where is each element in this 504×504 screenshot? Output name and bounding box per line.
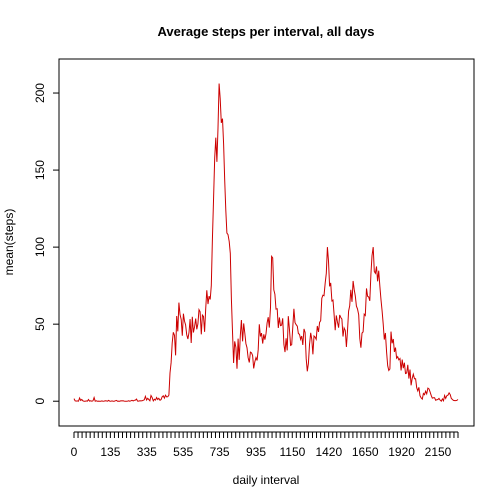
x-tick-label: 135	[100, 445, 120, 459]
y-tick-label: 150	[33, 160, 47, 180]
x-axis: 0 135 335 535 735 935 1150 1420 1650 1920 2150	[71, 431, 459, 459]
y-tick-label: 100	[33, 237, 47, 257]
x-tick-label: 1650	[352, 445, 379, 459]
x-tick-label: 0	[71, 445, 78, 459]
x-tick-label: 335	[137, 445, 157, 459]
y-axis-label: mean(steps)	[2, 209, 16, 276]
x-tick-label: 735	[210, 445, 230, 459]
x-tick-label: 535	[173, 445, 193, 459]
series-line	[73, 83, 459, 403]
x-tick-label: 1150	[279, 445, 305, 459]
x-tick-label: 1920	[388, 445, 415, 459]
plot-area-frame	[58, 58, 475, 427]
y-tick-label: 50	[33, 317, 47, 331]
y-tick-label: 0	[33, 398, 47, 405]
x-tick-label: 2150	[425, 445, 452, 459]
y-axis: 0 50 100 150 200	[33, 83, 60, 405]
x-axis-label: daily interval	[233, 473, 300, 487]
x-tick-label: 1420	[315, 445, 342, 459]
chart-title: Average steps per interval, all days	[157, 24, 374, 39]
y-tick-label: 200	[33, 83, 47, 103]
x-tick-label: 935	[246, 445, 266, 459]
